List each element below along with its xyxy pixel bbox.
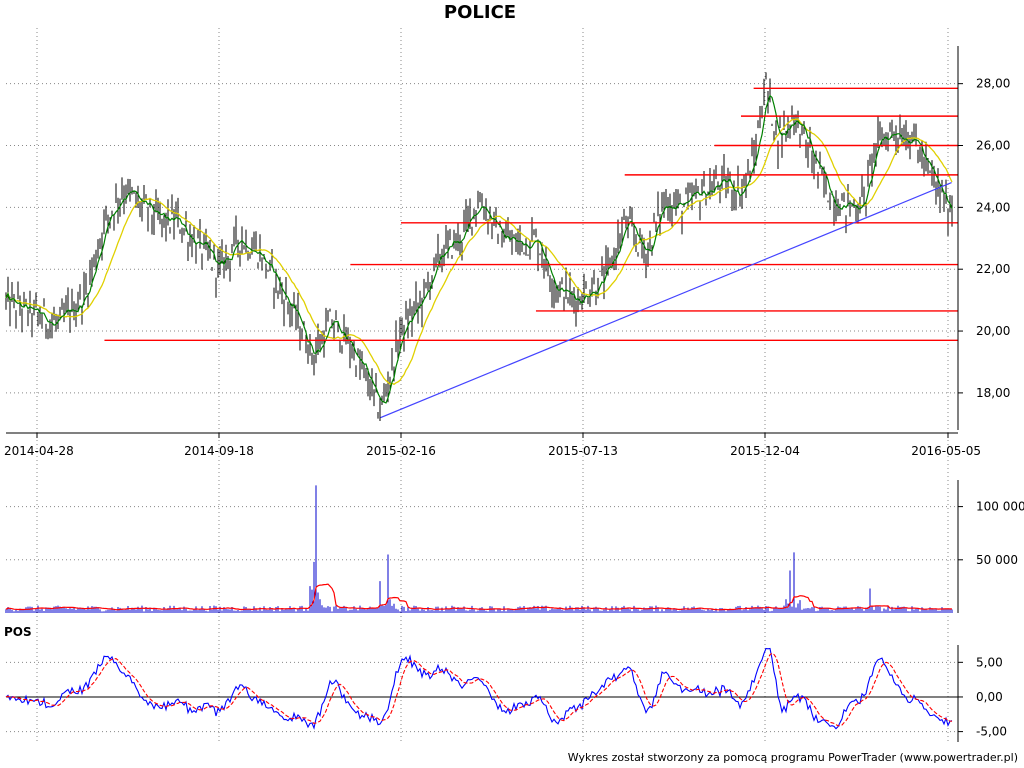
- x-tick-label: 2014-09-18: [184, 444, 254, 458]
- trend-line: [380, 182, 952, 419]
- x-tick-label: 2016-05-05: [911, 444, 981, 458]
- x-tick-label: 2014-04-28: [4, 444, 74, 458]
- x-tick-label: 2015-12-04: [730, 444, 800, 458]
- pos-line: [5, 647, 953, 730]
- pos-tick-label: 0,00: [976, 690, 1003, 704]
- y-tick-label: 20,00: [976, 324, 1010, 338]
- y-tick-label: 28,00: [976, 77, 1010, 91]
- footer-credit: Wykres został stworzony za pomocą progra…: [568, 751, 1018, 764]
- chart-title: POLICE: [444, 2, 516, 23]
- pos-panel-label: POS: [4, 625, 32, 639]
- volume-tick-label: 50 000: [976, 553, 1018, 567]
- pos-tick-label: -5,00: [976, 725, 1007, 739]
- volume-tick-label: 100 000: [976, 500, 1024, 514]
- pos-tick-label: 5,00: [976, 655, 1003, 669]
- pos-panel: POS -5,00 0,00 5,00: [4, 625, 1007, 742]
- y-tick-label: 22,00: [976, 262, 1010, 276]
- ma-short-line: [5, 94, 953, 404]
- volume-panel: 50 000 100 000: [5, 480, 1024, 613]
- ma-long-line: [5, 118, 953, 386]
- pos-signal-line: [5, 652, 953, 727]
- x-tick-label: 2015-07-13: [548, 444, 618, 458]
- volume-average-line: [5, 583, 953, 611]
- y-tick-label: 24,00: [976, 200, 1010, 214]
- x-tick-label: 2015-02-16: [366, 444, 436, 458]
- price-panel: 18,00 20,00 22,00 24,00 26,00 28,00 2014-04-28…: [4, 28, 1010, 742]
- y-tick-label: 18,00: [976, 386, 1010, 400]
- y-tick-label: 26,00: [976, 139, 1010, 153]
